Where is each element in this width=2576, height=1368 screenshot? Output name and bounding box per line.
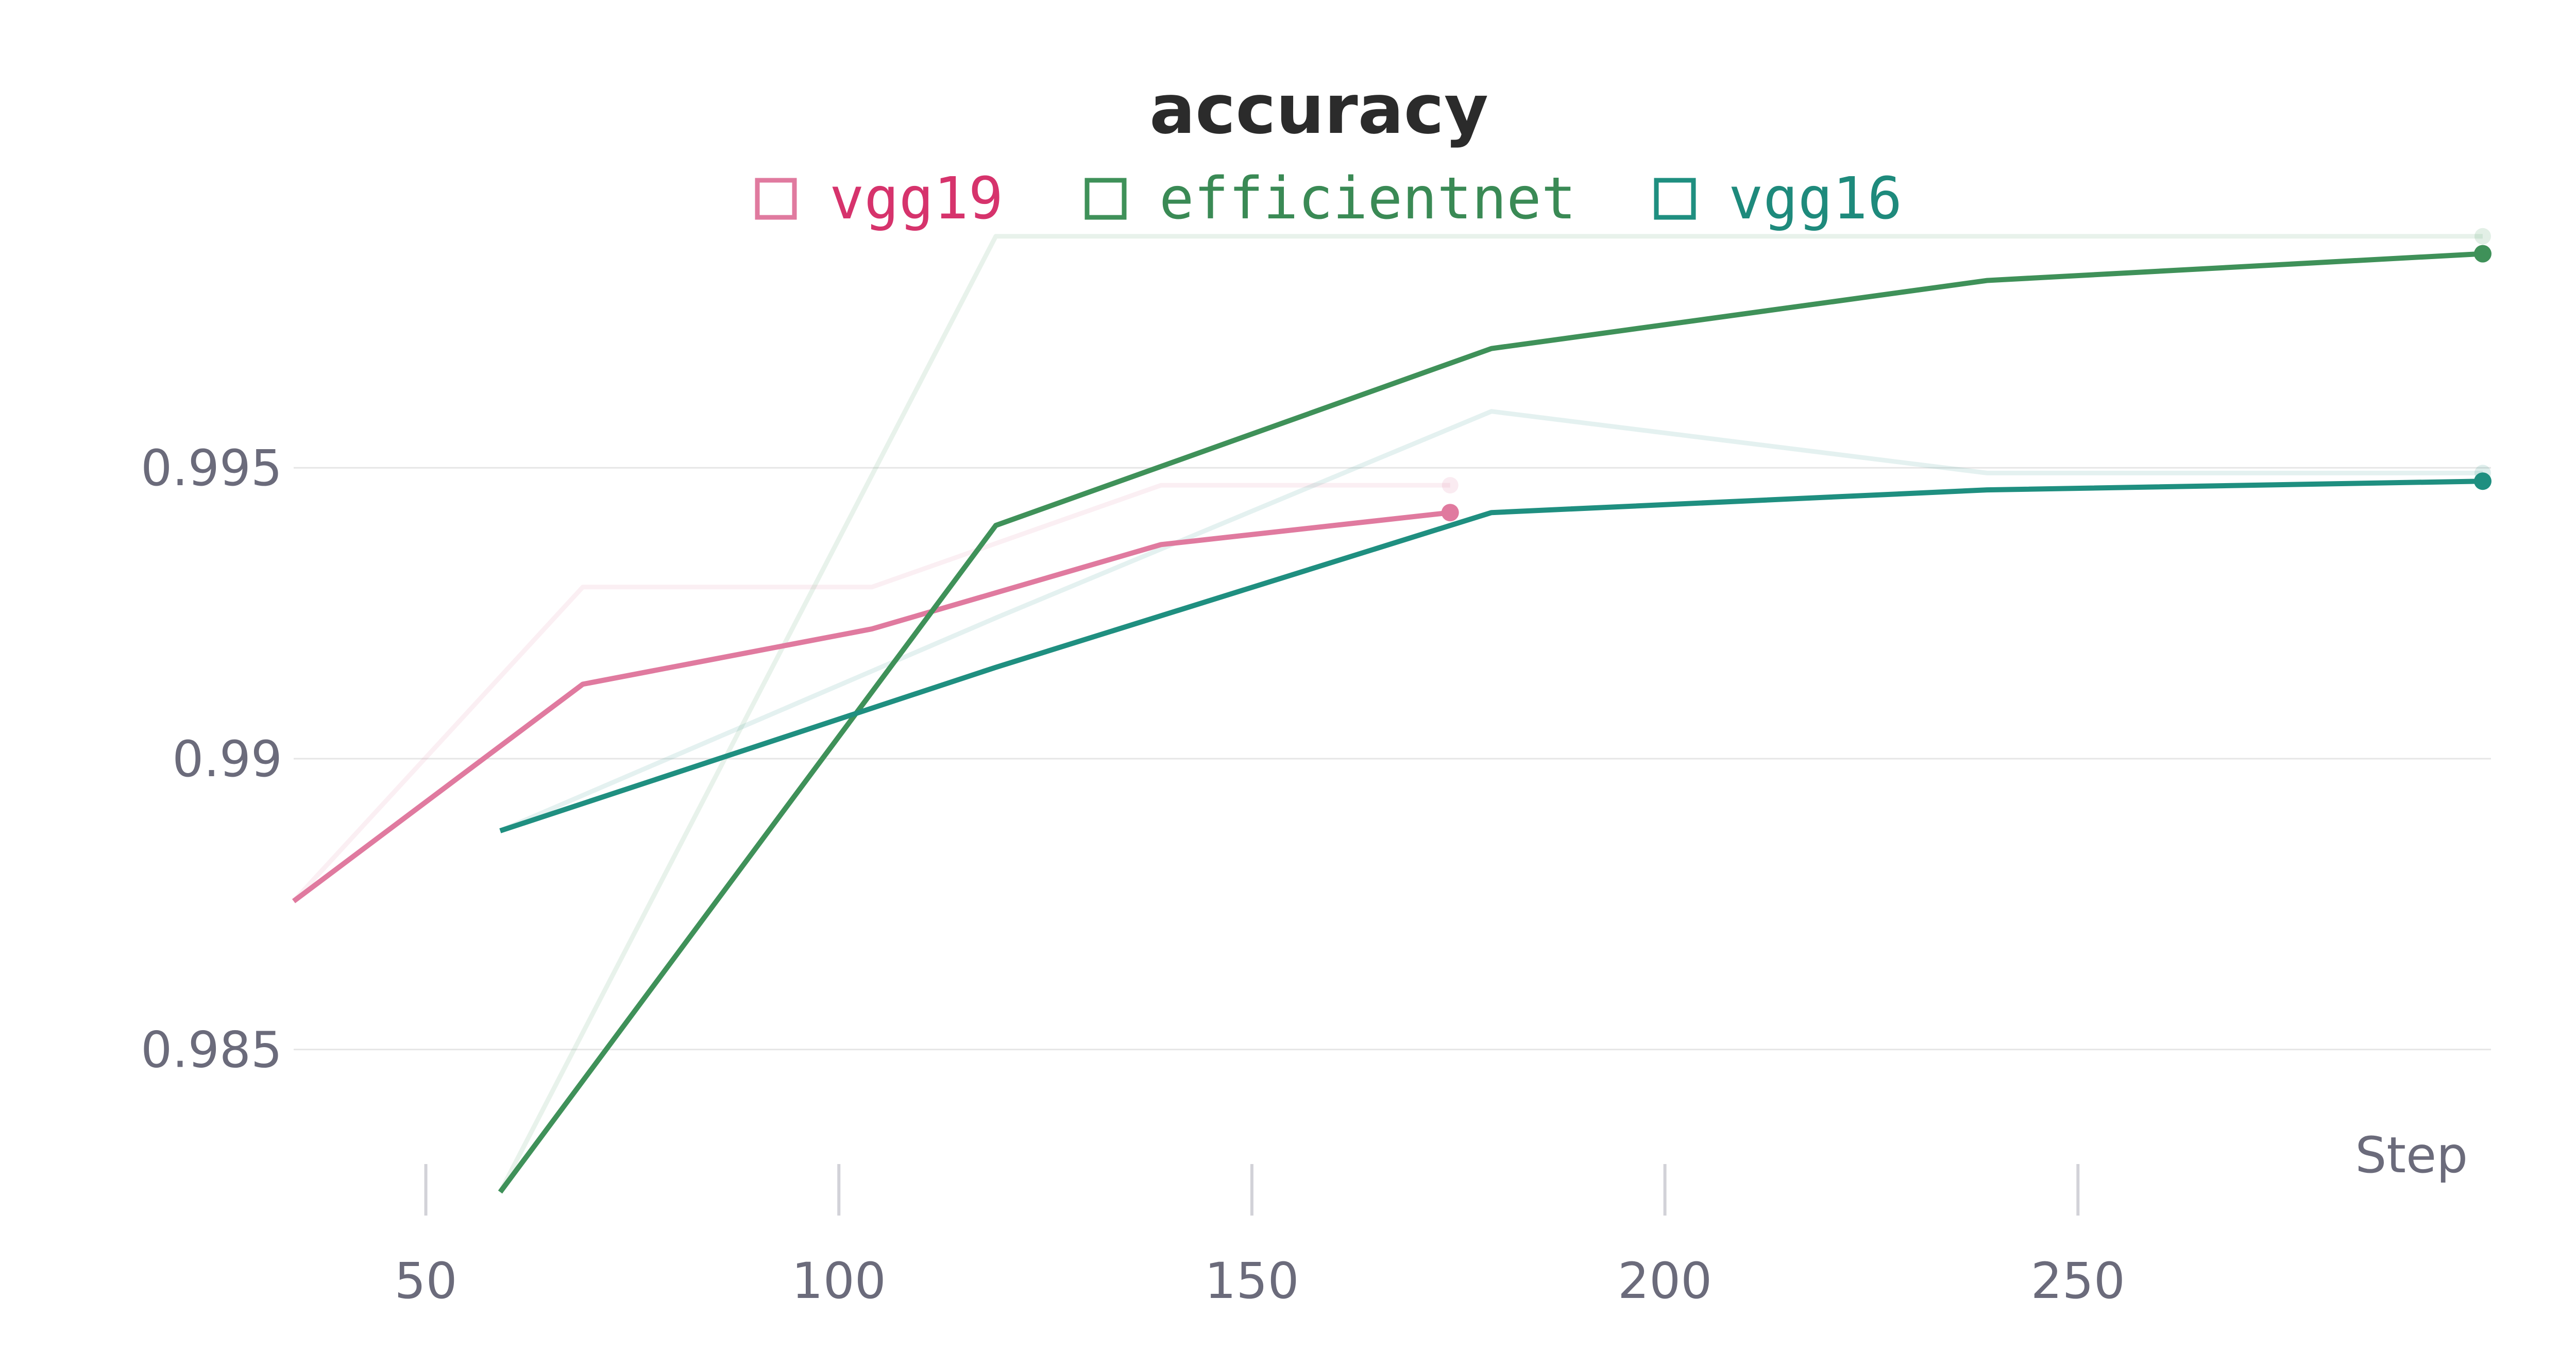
x-tick-label: 150 bbox=[1205, 1252, 1299, 1310]
raw-end-point-efficientnet bbox=[2474, 228, 2491, 245]
x-tick-label: 50 bbox=[394, 1252, 457, 1310]
series-line-vgg19[interactable] bbox=[292, 510, 1451, 903]
legend-item-efficientnet[interactable]: efficientnet bbox=[1084, 165, 1576, 232]
legend-label: efficientnet bbox=[1159, 165, 1576, 232]
smoothed-series-layer bbox=[292, 245, 2492, 1194]
raw-series-layer bbox=[292, 228, 2491, 1193]
y-tick-label: 0.99 bbox=[172, 730, 282, 788]
end-point-efficientnet[interactable] bbox=[2473, 245, 2492, 263]
x-tick-label: 100 bbox=[792, 1252, 886, 1310]
legend-item-vgg19[interactable]: vgg19 bbox=[755, 165, 1003, 232]
grid-lines bbox=[294, 467, 2491, 1051]
x-tick-label: 250 bbox=[2031, 1252, 2125, 1310]
legend-label: vgg19 bbox=[829, 165, 1003, 232]
series-line-efficientnet[interactable] bbox=[498, 251, 2483, 1194]
x-axis-ticks: 50 100 150 200 250 bbox=[394, 1164, 2125, 1310]
chart-title: accuracy bbox=[1149, 70, 1488, 149]
raw-line-efficientnet bbox=[498, 234, 2483, 1193]
legend-item-vgg16[interactable]: vgg16 bbox=[1654, 165, 1902, 232]
y-tick-label: 0.995 bbox=[141, 439, 282, 497]
legend-swatch bbox=[1084, 178, 1127, 220]
y-axis-ticks: 0.985 0.99 0.995 bbox=[141, 439, 282, 1079]
series-line-vgg16[interactable] bbox=[499, 478, 2483, 833]
y-tick-label: 0.985 bbox=[141, 1021, 282, 1079]
end-point-vgg19[interactable] bbox=[1441, 504, 1459, 522]
legend-swatch bbox=[755, 178, 797, 220]
raw-end-point-vgg19 bbox=[1442, 477, 1459, 494]
legend: vgg19 efficientnet vgg16 bbox=[755, 165, 1902, 232]
raw-line-vgg16 bbox=[499, 409, 2483, 833]
legend-label: vgg16 bbox=[1728, 165, 1902, 232]
legend-swatch bbox=[1654, 178, 1696, 220]
end-point-vgg16[interactable] bbox=[2473, 472, 2492, 490]
x-tick-label: 200 bbox=[1618, 1252, 1712, 1310]
x-axis-label: Step bbox=[2355, 1126, 2468, 1184]
raw-line-vgg19 bbox=[292, 483, 1450, 903]
